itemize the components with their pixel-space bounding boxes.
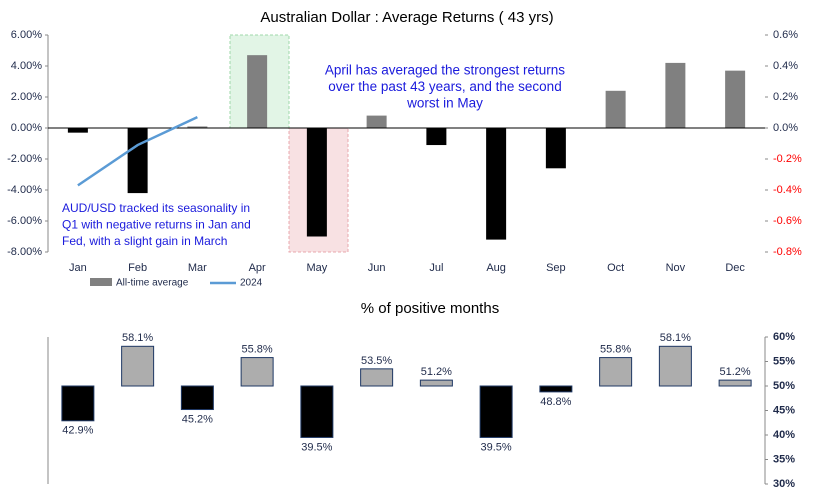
annotation: worst in May — [406, 96, 483, 111]
bar — [247, 55, 268, 128]
bar — [127, 128, 148, 194]
x-tick-label: Jan — [69, 262, 87, 274]
data-label: 51.2% — [720, 366, 751, 378]
y-tick-label: -4.00% — [7, 184, 42, 196]
bar — [121, 345, 155, 387]
y2-tick-label: -0.4% — [773, 184, 802, 196]
bar — [665, 62, 686, 128]
bar — [725, 70, 746, 128]
bar — [426, 128, 447, 146]
legend-swatch — [90, 278, 112, 286]
y-tick-label: -2.00% — [7, 153, 42, 165]
data-label: 55.8% — [242, 343, 273, 355]
data-label: 39.5% — [481, 441, 512, 453]
y-tick-label: -8.00% — [7, 246, 42, 258]
y-tick-label: 0.00% — [11, 122, 42, 134]
y2-tick-label: -0.8% — [773, 246, 802, 258]
y2-tick-label: -0.6% — [773, 215, 802, 227]
bar — [360, 368, 394, 387]
annotation: Q1 with negative returns in Jan and — [62, 218, 251, 232]
bar — [300, 385, 334, 438]
bar — [479, 385, 513, 438]
data-label: 58.1% — [122, 332, 153, 344]
data-label: 51.2% — [421, 366, 452, 378]
x-tick-label: Jul — [429, 262, 443, 274]
y-tick-label: 4.00% — [11, 60, 42, 72]
bar — [486, 128, 507, 240]
y-tick-label: 2.00% — [11, 91, 42, 103]
y-tick-label: 30% — [773, 478, 795, 490]
x-tick-label: May — [306, 262, 327, 274]
y2-tick-label: 0.0% — [773, 122, 798, 134]
bar — [240, 357, 274, 387]
legend-label: All-time average — [116, 278, 189, 289]
x-tick-label: Feb — [128, 262, 147, 274]
bar — [605, 90, 626, 128]
x-tick-label: Jun — [368, 262, 386, 274]
x-tick-label: Sep — [546, 262, 566, 274]
y-tick-label: 45% — [773, 404, 795, 416]
data-label: 58.1% — [660, 332, 691, 344]
y2-tick-label: 0.4% — [773, 60, 798, 72]
x-tick-label: Mar — [188, 262, 207, 274]
x-tick-label: Dec — [725, 262, 745, 274]
chart-title: % of positive months — [361, 300, 499, 317]
y-tick-label: 40% — [773, 429, 795, 441]
bar — [718, 379, 752, 387]
data-label: 39.5% — [301, 441, 332, 453]
x-tick-label: Aug — [486, 262, 506, 274]
y-tick-label: 50% — [773, 380, 795, 392]
x-tick-label: Apr — [249, 262, 266, 274]
data-label: 53.5% — [361, 355, 392, 367]
data-label: 42.9% — [62, 425, 93, 437]
y2-tick-label: 0.2% — [773, 91, 798, 103]
bar — [61, 385, 95, 422]
legend-label: 2024 — [240, 278, 263, 289]
chart-title: Australian Dollar : Average Returns ( 43… — [260, 9, 553, 26]
data-label: 48.8% — [540, 396, 571, 408]
bar — [187, 126, 208, 128]
bar — [366, 115, 387, 128]
bar — [539, 385, 573, 393]
y2-tick-label: 0.6% — [773, 29, 798, 41]
bar — [545, 128, 566, 169]
data-label: 45.2% — [182, 413, 213, 425]
y-tick-label: 6.00% — [11, 29, 42, 41]
x-tick-label: Nov — [666, 262, 686, 274]
y2-tick-label: -0.2% — [773, 153, 802, 165]
annotation: April has averaged the strongest returns — [325, 63, 565, 78]
bar — [67, 128, 88, 133]
bar — [306, 128, 327, 237]
data-label: 55.8% — [600, 343, 631, 355]
x-tick-label: Oct — [607, 262, 624, 274]
y-tick-label: -6.00% — [7, 215, 42, 227]
y-tick-label: 60% — [773, 331, 795, 343]
y-tick-label: 35% — [773, 453, 795, 465]
line-series — [77, 116, 198, 187]
annotation: AUD/USD tracked its seasonality in — [62, 201, 250, 215]
annotation: Fed, with a slight gain in March — [62, 234, 227, 248]
bar — [419, 379, 453, 387]
bar — [599, 357, 633, 387]
bar — [180, 385, 214, 411]
y-tick-label: 55% — [773, 355, 795, 367]
annotation: over the past 43 years, and the second — [328, 79, 561, 94]
bar — [658, 345, 692, 387]
